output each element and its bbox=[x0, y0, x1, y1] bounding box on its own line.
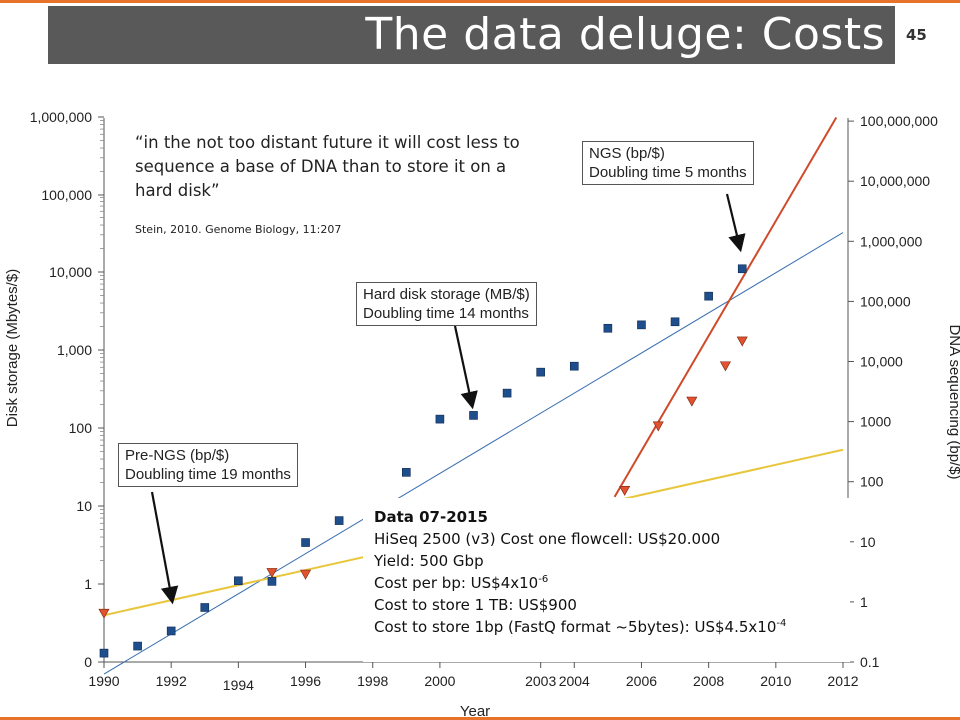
y-left-tick-label: 10,000 bbox=[49, 264, 92, 280]
disk-storage-point bbox=[402, 468, 411, 477]
y-left-tick-label: 0 bbox=[84, 654, 92, 670]
sequencing-point bbox=[736, 336, 748, 347]
top-accent-rule bbox=[0, 0, 960, 3]
x-tick-label: 2012 bbox=[827, 673, 858, 689]
disk-storage-point bbox=[670, 317, 680, 327]
y-right-tick-label: 1000 bbox=[860, 414, 891, 430]
sequencing-point bbox=[98, 608, 110, 619]
hard-disk-callout-line2: Doubling time 14 months bbox=[363, 305, 529, 322]
sequencing-point bbox=[266, 568, 278, 578]
disk-storage-point bbox=[99, 648, 109, 658]
y-axis-left-label: Disk storage (Mbytes/$) bbox=[4, 269, 21, 427]
x-axis-label: Year bbox=[460, 703, 490, 720]
data-2015-box: Data 07-2015 HiSeq 2500 (v3) Cost one fl… bbox=[363, 498, 850, 662]
store-bp-cost-exponent: -4 bbox=[776, 618, 787, 629]
x-tick-label: 1998 bbox=[357, 673, 388, 689]
stein-quote: “in the not too distant future it will c… bbox=[135, 133, 520, 200]
ngs-trend-line bbox=[613, 116, 838, 498]
callout-arrows bbox=[150, 193, 746, 605]
disk-storage-point bbox=[637, 320, 646, 330]
disk-storage-point bbox=[536, 367, 545, 377]
x-tick-label: 2010 bbox=[760, 673, 791, 689]
pre-ngs-arrow bbox=[150, 491, 179, 605]
y-right-tick-label: 10,000,000 bbox=[860, 173, 930, 189]
disk-storage-point bbox=[234, 576, 243, 586]
y-left-tick-label: 100 bbox=[69, 420, 93, 436]
disk-storage-point bbox=[704, 291, 713, 301]
cost-chart: 0 1 10 100 1,000 10,000 100,000 1,000,000 0.1 1 10… bbox=[4, 109, 960, 720]
info-line-store-bp-cost: Cost to store 1bp (FastQ format ~5bytes)… bbox=[374, 616, 850, 638]
ngs-callout-line1: NGS (bp/$) bbox=[589, 145, 665, 162]
slide-title: The data deluge: Costs bbox=[365, 9, 885, 60]
hard-disk-callout: Hard disk storage (MB/$) Doubling time 1… bbox=[356, 282, 537, 326]
y-right-tick-label: 1,000,000 bbox=[860, 233, 922, 249]
cost-per-bp-exponent: -6 bbox=[538, 574, 549, 585]
ngs-callout-line2: Doubling time 5 months bbox=[589, 164, 747, 181]
info-box-header: Data 07-2015 bbox=[374, 508, 488, 526]
x-tick-label: 2003 bbox=[525, 673, 556, 689]
y-right-tick-label: 10 bbox=[860, 534, 876, 550]
y-right-tick-label: 100,000,000 bbox=[860, 113, 938, 129]
pre-ngs-callout: Pre-NGS (bp/$) Doubling time 19 months bbox=[118, 443, 298, 487]
ngs-arrow bbox=[725, 193, 746, 253]
x-tick-label: 1992 bbox=[156, 673, 187, 689]
slide-number: 45 bbox=[906, 26, 927, 44]
ngs-callout: NGS (bp/$) Doubling time 5 months bbox=[582, 141, 754, 185]
pre-ngs-callout-line2: Doubling time 19 months bbox=[125, 466, 291, 483]
bottom-accent-rule bbox=[0, 717, 960, 720]
disk-storage-point bbox=[737, 264, 747, 274]
y-left-tick-label: 1,000 bbox=[57, 342, 92, 358]
x-tick-label: 1990 bbox=[88, 673, 119, 689]
disk-storage-point bbox=[267, 577, 277, 586]
disk-storage-point bbox=[133, 641, 142, 651]
sequencing-point bbox=[686, 396, 698, 407]
y-axis-right-label: DNA sequencing (bp/$) bbox=[946, 324, 960, 479]
cost-per-bp-text: Cost per bp: US$4x10 bbox=[374, 574, 539, 592]
y-right-tick-label: 0.1 bbox=[860, 654, 880, 670]
y-right-tick-label: 100 bbox=[860, 474, 884, 490]
hard-disk-arrow bbox=[453, 325, 478, 410]
info-line-cost-per-bp: Cost per bp: US$4x10-6 bbox=[374, 572, 850, 594]
info-line-storage-cost: Cost to store 1 TB: US$900 bbox=[374, 596, 577, 614]
sequencing-point bbox=[619, 485, 631, 496]
disk-storage-point bbox=[301, 538, 310, 547]
hard-disk-callout-line1: Hard disk storage (MB/$) bbox=[363, 286, 530, 303]
disk-storage-point bbox=[603, 323, 613, 333]
sequencing-point bbox=[300, 569, 312, 580]
disk-storage-point bbox=[334, 516, 344, 525]
x-tick-label: 2004 bbox=[559, 673, 590, 689]
y-left-tick-label: 1 bbox=[84, 576, 92, 592]
y-left-tick-label: 100,000 bbox=[41, 187, 92, 203]
x-tick-label: 1994 bbox=[223, 677, 254, 693]
disk-storage-point bbox=[166, 626, 176, 636]
y-right-tick-label: 10,000 bbox=[860, 354, 903, 370]
sequencing-point bbox=[719, 361, 731, 372]
store-bp-cost-text: Cost to store 1bp (FastQ format ~5bytes)… bbox=[374, 618, 777, 636]
disk-storage-point bbox=[469, 411, 478, 420]
x-tick-label: 2006 bbox=[626, 673, 657, 689]
disk-trend-line bbox=[103, 232, 844, 675]
y-right-tick-label: 100,000 bbox=[860, 293, 911, 309]
disk-storage-point bbox=[200, 603, 210, 612]
x-tick-label: 2008 bbox=[693, 673, 724, 689]
x-tick-label: 2000 bbox=[424, 673, 455, 689]
sequencing-point bbox=[652, 421, 664, 432]
quote-citation: Stein, 2010. Genome Biology, 11:207 bbox=[135, 223, 342, 236]
disk-storage-point bbox=[502, 388, 512, 398]
disk-storage-point bbox=[435, 414, 445, 424]
info-line-yield: Yield: 500 Gbp bbox=[374, 552, 484, 570]
y-right-tick-label: 1 bbox=[860, 594, 868, 610]
x-tick-label: 1996 bbox=[290, 673, 321, 689]
pre-ngs-callout-line1: Pre-NGS (bp/$) bbox=[125, 447, 230, 464]
disk-storage-point bbox=[569, 361, 579, 371]
y-left-tick-label: 1,000,000 bbox=[30, 109, 92, 125]
y-left-tick-label: 10 bbox=[76, 498, 92, 514]
info-line-flowcell-cost: HiSeq 2500 (v3) Cost one flowcell: US$20… bbox=[374, 530, 721, 548]
title-bar: The data deluge: Costs bbox=[48, 6, 895, 64]
